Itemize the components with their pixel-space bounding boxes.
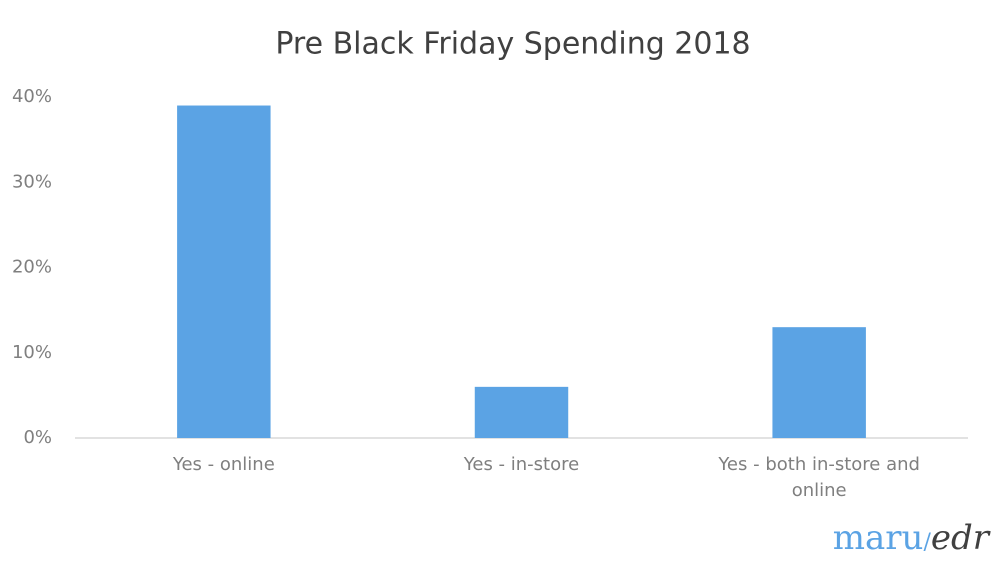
y-tick-label: 10% (12, 342, 52, 363)
x-tick-label: Yes - in-store (463, 454, 580, 475)
brand-part: maru (832, 518, 924, 558)
y-tick-label: 0% (23, 427, 52, 448)
brand-logo: maru/edr (833, 518, 989, 563)
brand-part: edr (930, 518, 989, 558)
y-tick-label: 20% (12, 257, 52, 278)
bar (474, 386, 569, 438)
y-tick-label: 40% (12, 86, 52, 107)
bar (177, 105, 271, 439)
brand-part: / (923, 530, 931, 555)
chart-title: Pre Black Friday Spending 2018 (275, 27, 750, 62)
bar (772, 327, 866, 438)
x-tick-label: Yes - online (172, 454, 275, 475)
y-tick-label: 30% (12, 171, 52, 192)
x-tick-label: Yes - both in-store and online (718, 454, 920, 501)
